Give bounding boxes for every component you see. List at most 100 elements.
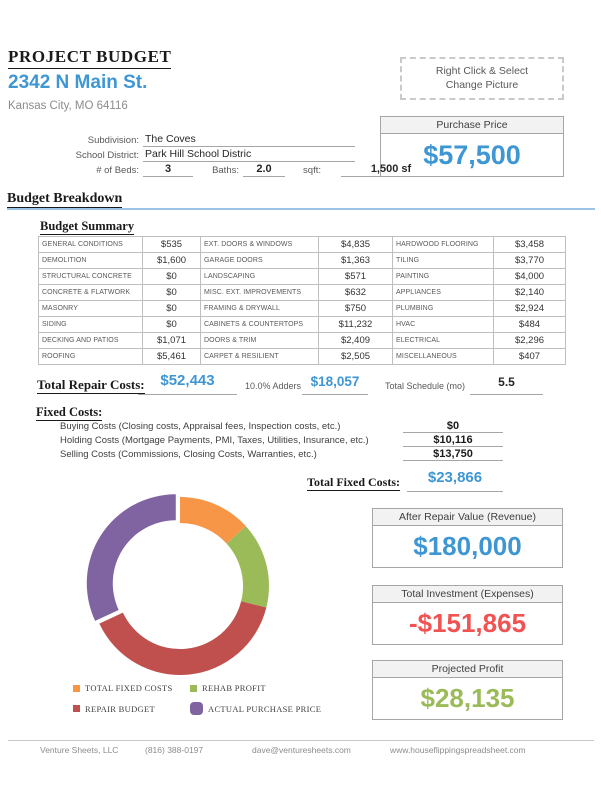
budget-summary-row: DECKING AND PATIOS $1,071 DOORS & TRIM $2,4… xyxy=(38,332,566,349)
budget-category-label: HVAC xyxy=(392,316,494,333)
budget-category-value[interactable]: $0 xyxy=(142,284,201,301)
total-repair-costs-label: Total Repair Costs: xyxy=(37,377,145,394)
legend-marker-icon xyxy=(190,684,197,692)
subdivision-field[interactable]: The Coves xyxy=(143,133,355,147)
fixed-cost-row: Holding Costs (Mortgage Payments, PMI, T… xyxy=(60,433,503,447)
donut-segment-repair-budget xyxy=(99,601,267,676)
sqft-label: sqft: xyxy=(303,165,321,176)
picture-placeholder-line2: Change Picture xyxy=(445,78,519,91)
budget-category-label: APPLIANCES xyxy=(392,284,494,301)
budget-summary-row: CONCRETE & FLATWORK $0 MISC. EXT. IMPROVEM… xyxy=(38,284,566,301)
legend-marker-icon xyxy=(190,702,203,715)
projected-profit-box-label: Projected Profit xyxy=(373,661,562,678)
budget-category-value[interactable]: $0 xyxy=(142,316,201,333)
footer-divider xyxy=(8,740,594,741)
school-district-field[interactable]: Park Hill School Distric xyxy=(143,148,355,162)
budget-category-label: FRAMING & DRYWALL xyxy=(200,300,319,317)
budget-category-value[interactable]: $0 xyxy=(142,300,201,317)
footer-phone: (816) 388-0197 xyxy=(145,745,204,755)
budget-category-value[interactable]: $3,458 xyxy=(493,236,566,253)
budget-category-label: LANDSCAPING xyxy=(200,268,319,285)
budget-summary-row: ROOFING $5,461 CARPET & RESILIENT $2,505 MIS… xyxy=(38,348,566,365)
property-address: 2342 N Main St. xyxy=(8,72,148,93)
budget-category-label: STRUCTURAL CONCRETE xyxy=(38,268,143,285)
budget-category-value[interactable]: $484 xyxy=(493,316,566,333)
budget-category-value[interactable]: $2,140 xyxy=(493,284,566,301)
budget-category-label: MISCELLANEOUS xyxy=(392,348,494,365)
budget-category-label: DECKING AND PATIOS xyxy=(38,332,143,349)
legend-item: TOTAL FIXED COSTS xyxy=(73,683,190,693)
total-schedule-value: 5.5 xyxy=(470,375,543,395)
donut-segment-actual-purchase-price xyxy=(86,494,176,621)
adders-label: 10.0% Adders xyxy=(245,381,302,391)
budget-category-value[interactable]: $571 xyxy=(318,268,393,285)
picture-placeholder-line1: Right Click & Select xyxy=(435,64,529,77)
after-repair-value-box-label: After Repair Value (Revenue) xyxy=(373,509,562,526)
adders-value: $18,057 xyxy=(302,374,368,395)
subdivision-label: Subdivision: xyxy=(87,135,139,146)
after-repair-value-box-value: $180,000 xyxy=(413,531,522,561)
fixed-costs-list: Buying Costs (Closing costs, Appraisal f… xyxy=(60,419,503,461)
budget-category-value[interactable]: $535 xyxy=(142,236,201,253)
page-title: PROJECT BUDGET xyxy=(8,47,172,69)
legend-marker-icon xyxy=(73,705,80,712)
budget-category-value[interactable]: $11,232 xyxy=(318,316,393,333)
budget-summary-table: GENERAL CONDITIONS $535 EXT. DOORS & WINDO… xyxy=(38,236,566,365)
budget-summary-heading: Budget Summary xyxy=(40,219,135,235)
legend-label: REHAB PROFIT xyxy=(202,683,266,693)
budget-summary-row: STRUCTURAL CONCRETE $0 LANDSCAPING $571 PAIN… xyxy=(38,268,566,285)
purchase-price-value[interactable]: $57,500 xyxy=(423,140,521,170)
legend-label: ACTUAL PURCHASE PRICE xyxy=(208,703,322,714)
budget-category-value[interactable]: $632 xyxy=(318,284,393,301)
property-city-line: Kansas City, MO 64116 xyxy=(8,100,128,112)
budget-category-label: ROOFING xyxy=(38,348,143,365)
sqft-field[interactable]: 1,500 sf xyxy=(341,163,441,177)
budget-category-value[interactable]: $1,071 xyxy=(142,332,201,349)
beds-label: # of Beds: xyxy=(96,165,139,176)
fixed-cost-label: Buying Costs (Closing costs, Appraisal f… xyxy=(60,421,341,432)
picture-placeholder[interactable]: Right Click & Select Change Picture xyxy=(400,57,564,100)
fixed-cost-value[interactable]: $13,750 xyxy=(403,448,503,461)
budget-category-label: MASONRY xyxy=(38,300,143,317)
budget-category-value[interactable]: $2,409 xyxy=(318,332,393,349)
legend-label: REPAIR BUDGET xyxy=(85,703,155,714)
fixed-cost-row: Buying Costs (Closing costs, Appraisal f… xyxy=(60,419,503,433)
beds-field[interactable]: 3 xyxy=(143,163,193,177)
total-fixed-costs-label: Total Fixed Costs: xyxy=(307,475,400,491)
budget-category-value[interactable]: $1,600 xyxy=(142,252,201,269)
purchase-price-label: Purchase Price xyxy=(381,117,563,134)
fixed-cost-row: Selling Costs (Commissions, Closing Cost… xyxy=(60,447,503,461)
budget-summary-row: MASONRY $0 FRAMING & DRYWALL $750 PLUMBING $2… xyxy=(38,300,566,317)
budget-category-value[interactable]: $5,461 xyxy=(142,348,201,365)
budget-summary-row: GENERAL CONDITIONS $535 EXT. DOORS & WINDO… xyxy=(38,236,566,253)
after-repair-value-box: After Repair Value (Revenue) $180,000 xyxy=(372,508,563,568)
budget-breakdown-heading: Budget Breakdown xyxy=(7,191,123,208)
budget-category-value[interactable]: $1,363 xyxy=(318,252,393,269)
budget-category-value[interactable]: $750 xyxy=(318,300,393,317)
budget-category-label: ELECTRICAL xyxy=(392,332,494,349)
budget-category-value[interactable]: $4,835 xyxy=(318,236,393,253)
budget-category-label: MISC. EXT. IMPROVEMENTS xyxy=(200,284,319,301)
budget-category-value[interactable]: $407 xyxy=(493,348,566,365)
budget-category-label: GENERAL CONDITIONS xyxy=(38,236,143,253)
budget-category-label: EXT. DOORS & WINDOWS xyxy=(200,236,319,253)
budget-category-label: CARPET & RESILIENT xyxy=(200,348,319,365)
fixed-cost-value[interactable]: $10,116 xyxy=(403,434,503,447)
footer-company: Venture Sheets, LLC xyxy=(40,745,119,755)
donut-segment-rehab-profit xyxy=(226,526,270,608)
total-investment-box: Total Investment (Expenses) -$151,865 xyxy=(372,585,563,645)
donut-segment-total-fixed-costs xyxy=(180,497,246,544)
budget-category-value[interactable]: $0 xyxy=(142,268,201,285)
budget-category-value[interactable]: $4,000 xyxy=(493,268,566,285)
budget-category-value[interactable]: $2,924 xyxy=(493,300,566,317)
baths-field[interactable]: 2.0 xyxy=(243,163,285,177)
budget-category-value[interactable]: $2,296 xyxy=(493,332,566,349)
total-investment-box-label: Total Investment (Expenses) xyxy=(373,586,562,603)
budget-category-label: CONCRETE & FLATWORK xyxy=(38,284,143,301)
legend-label: TOTAL FIXED COSTS xyxy=(85,683,173,693)
budget-category-value[interactable]: $3,770 xyxy=(493,252,566,269)
fixed-cost-value[interactable]: $0 xyxy=(403,420,503,433)
projected-profit-box: Projected Profit $28,135 xyxy=(372,660,563,720)
legend-item: REPAIR BUDGET xyxy=(73,702,190,715)
budget-category-value[interactable]: $2,505 xyxy=(318,348,393,365)
